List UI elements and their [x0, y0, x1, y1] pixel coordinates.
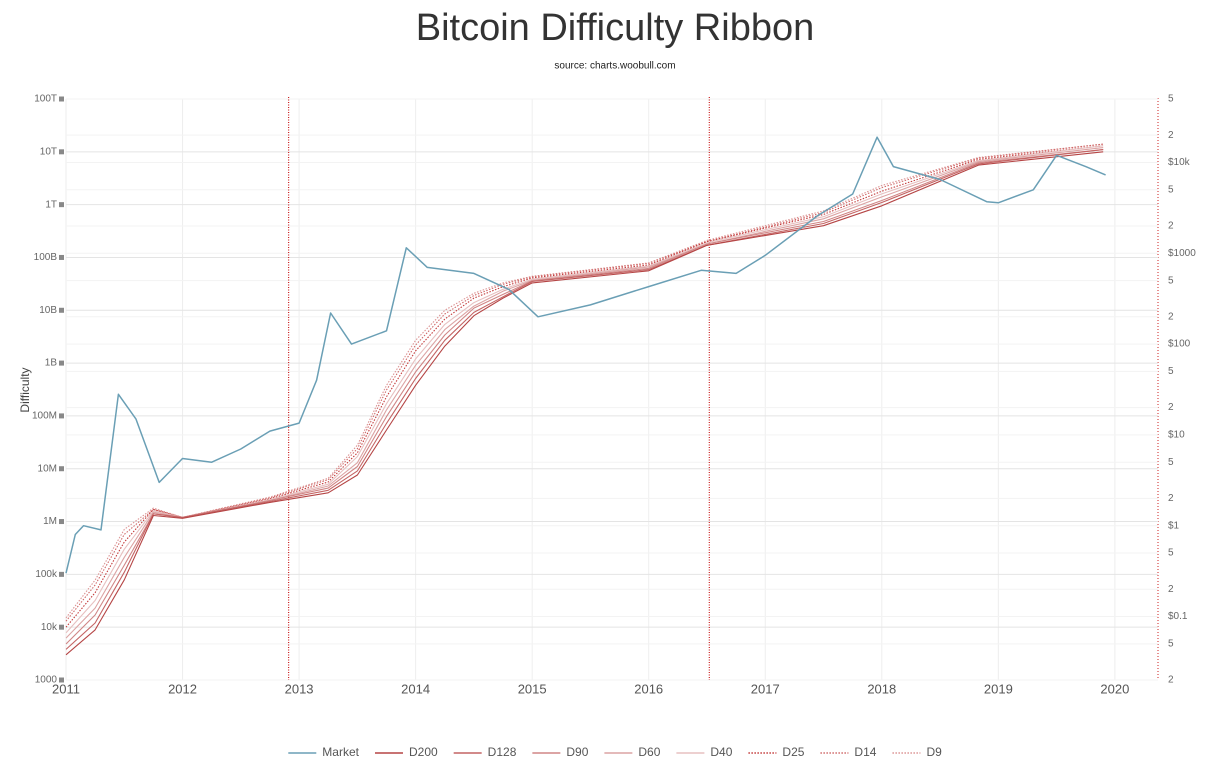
series-line	[65, 145, 1104, 634]
y-tick-label: 10k	[41, 622, 58, 633]
y2-tick-label: 2	[1168, 311, 1174, 322]
y-axis-label: Difficulty	[18, 367, 32, 412]
legend-label: D200	[409, 745, 438, 759]
x-tick-label: 2012	[168, 681, 197, 696]
y-tick-label: 10B	[39, 305, 57, 316]
series-line	[65, 136, 1106, 574]
y2-tick-label: $10	[1168, 430, 1185, 441]
y-tick-label: 1T	[45, 199, 57, 210]
x-tick-label: 2017	[751, 681, 780, 696]
y2-tick-label: 5	[1168, 366, 1174, 377]
y-tick-label: 10M	[38, 463, 57, 474]
y2-tick-label: $1000	[1168, 248, 1196, 259]
y-tick-mark	[59, 466, 64, 472]
series-line	[65, 145, 1104, 628]
y-tick-label: 100M	[32, 411, 57, 422]
legend-label: D60	[638, 745, 660, 759]
y2-tick-label: $0.1	[1168, 611, 1188, 622]
y2-tick-label: 2	[1168, 402, 1174, 413]
y-tick-label: 10T	[40, 146, 57, 157]
y-tick-mark	[59, 360, 64, 366]
y2-tick-label: $10k	[1168, 157, 1191, 168]
x-tick-label: 2020	[1100, 681, 1129, 696]
y2-tick-label: 5	[1168, 275, 1174, 286]
y-tick-label: 1B	[45, 358, 58, 369]
y2-tick-label: 5	[1168, 639, 1174, 650]
x-tick-label: 2013	[285, 681, 314, 696]
y-tick-label: 100T	[34, 94, 57, 105]
legend-label: Market	[322, 745, 359, 759]
y2-tick-label: $100	[1168, 339, 1191, 350]
y2-tick-label: 5	[1168, 457, 1174, 468]
legend-label: D90	[566, 745, 588, 759]
x-tick-label: 2014	[401, 681, 430, 696]
legend-label: D128	[488, 745, 517, 759]
y2-tick-label: 2	[1168, 675, 1174, 686]
y-tick-mark	[59, 624, 64, 630]
y-tick-mark	[59, 149, 64, 155]
y2-tick-label: 2	[1168, 130, 1174, 141]
x-tick-label: 2019	[984, 681, 1013, 696]
legend-label: D9	[926, 745, 942, 759]
chart-title: Bitcoin Difficulty Ribbon	[416, 7, 814, 49]
y-tick-mark	[59, 254, 64, 260]
y2-tick-label: 2	[1168, 221, 1174, 232]
y2-tick-label: 2	[1168, 493, 1174, 504]
legend: Market D200 D128 D90 D60 D40 D25 D14 D9	[288, 745, 942, 759]
legend-label: D40	[710, 745, 732, 759]
legend-label: D14	[854, 745, 876, 759]
legend-label: D25	[782, 745, 804, 759]
x-tick-label: 2011	[52, 681, 80, 696]
y2-tick-label: 2	[1168, 584, 1174, 595]
y-tick-mark	[59, 96, 64, 102]
series-line	[65, 147, 1104, 639]
series-line	[65, 149, 1104, 645]
y2-tick-label: $1	[1168, 520, 1180, 531]
series-line	[65, 151, 1104, 656]
y-tick-label: 1000	[35, 675, 58, 686]
y2-tick-label: 5	[1168, 548, 1174, 559]
y-tick-mark	[59, 202, 64, 208]
y2-tick-label: 5	[1168, 184, 1174, 195]
y-tick-label: 100k	[35, 569, 58, 580]
y-tick-mark	[59, 307, 64, 313]
series-line	[65, 143, 1104, 619]
y-tick-mark	[59, 677, 64, 683]
series-line	[65, 149, 1104, 650]
y-tick-label: 100B	[34, 252, 58, 263]
x-tick-label: 2015	[518, 681, 547, 696]
series-line	[65, 143, 1104, 622]
y-tick-mark	[59, 519, 64, 525]
chart-subtitle: source: charts.woobull.com	[554, 61, 675, 72]
x-tick-label: 2016	[634, 681, 663, 696]
x-tick-label: 2018	[867, 681, 896, 696]
y-tick-mark	[59, 571, 64, 577]
y2-tick-label: 5	[1168, 94, 1174, 105]
y-tick-mark	[59, 413, 64, 419]
y-tick-label: 1M	[43, 516, 57, 527]
